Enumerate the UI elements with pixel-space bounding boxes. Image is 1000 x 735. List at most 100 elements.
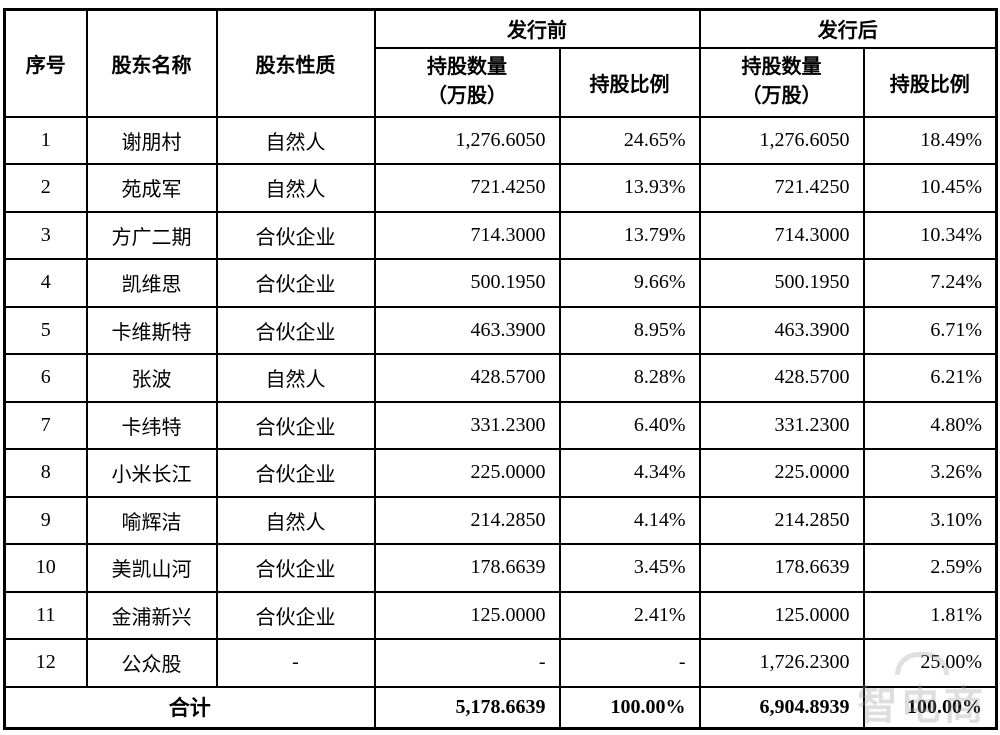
cell-post-ratio: 2.59%	[862, 543, 998, 593]
cell-no: 1	[3, 115, 88, 165]
cell-shareholder-nature: 自然人	[215, 353, 376, 403]
table-row: 5 卡维斯特 合伙企业 463.3900 8.95% 463.3900 6.71…	[3, 305, 998, 355]
cell-pre-shares: -	[373, 638, 561, 688]
cell-shareholder-nature: 合伙企业	[215, 400, 376, 450]
cell-no: 12	[3, 638, 88, 688]
cell-pre-shares: 178.6639	[373, 543, 561, 593]
cell-no: 2	[3, 163, 88, 213]
cell-shareholder-name: 美凯山河	[85, 543, 218, 593]
cell-post-ratio: 4.80%	[862, 400, 998, 450]
total-pre-shares: 5,178.6639	[373, 685, 561, 730]
cell-pre-shares: 714.3000	[373, 210, 561, 260]
cell-shareholder-name: 卡纬特	[85, 400, 218, 450]
cell-pre-ratio: 24.65%	[558, 115, 701, 165]
cell-no: 4	[3, 258, 88, 308]
cell-pre-shares: 721.4250	[373, 163, 561, 213]
cell-post-ratio: 25.00%	[862, 638, 998, 688]
cell-post-shares: 214.2850	[698, 495, 865, 545]
total-label: 合计	[3, 685, 376, 730]
cell-pre-shares: 225.0000	[373, 448, 561, 498]
cell-no: 7	[3, 400, 88, 450]
cell-shareholder-name: 公众股	[85, 638, 218, 688]
header-post-ratio: 持股比例	[862, 46, 998, 118]
cell-shareholder-nature: 合伙企业	[215, 543, 376, 593]
cell-pre-shares: 331.2300	[373, 400, 561, 450]
cell-shareholder-nature: 合伙企业	[215, 258, 376, 308]
table-row: 6 张波 自然人 428.5700 8.28% 428.5700 6.21%	[3, 353, 998, 403]
cell-pre-ratio: 8.95%	[558, 305, 701, 355]
table-row: 1 谢朋村 自然人 1,276.6050 24.65% 1,276.6050 1…	[3, 115, 998, 165]
cell-shareholder-name: 喻辉洁	[85, 495, 218, 545]
cell-pre-shares: 463.3900	[373, 305, 561, 355]
shareholder-structure-table: 序号 股东名称 股东性质 发行前 发行后 持股数量 （万股） 持股比例 持股数量…	[3, 8, 998, 730]
total-row: 合计 5,178.6639 100.00% 6,904.8939 100.00%	[3, 685, 998, 730]
cell-post-ratio: 6.21%	[862, 353, 998, 403]
cell-no: 9	[3, 495, 88, 545]
cell-post-shares: 1,276.6050	[698, 115, 865, 165]
cell-post-shares: 463.3900	[698, 305, 865, 355]
cell-post-shares: 1,726.2300	[698, 638, 865, 688]
cell-pre-ratio: -	[558, 638, 701, 688]
cell-post-shares: 178.6639	[698, 543, 865, 593]
cell-shareholder-nature: 合伙企业	[215, 590, 376, 640]
header-pre-shares: 持股数量 （万股）	[373, 46, 561, 118]
header-no: 序号	[3, 8, 88, 118]
header-post-shares: 持股数量 （万股）	[698, 46, 865, 118]
cell-pre-ratio: 13.79%	[558, 210, 701, 260]
cell-post-ratio: 3.26%	[862, 448, 998, 498]
cell-post-ratio: 18.49%	[862, 115, 998, 165]
cell-post-shares: 125.0000	[698, 590, 865, 640]
table-row: 4 凯维思 合伙企业 500.1950 9.66% 500.1950 7.24%	[3, 258, 998, 308]
header-shareholder-name: 股东名称	[85, 8, 218, 118]
cell-pre-ratio: 9.66%	[558, 258, 701, 308]
cell-shareholder-name: 苑成军	[85, 163, 218, 213]
cell-shareholder-name: 谢朋村	[85, 115, 218, 165]
cell-shareholder-name: 张波	[85, 353, 218, 403]
cell-pre-ratio: 4.34%	[558, 448, 701, 498]
cell-pre-shares: 500.1950	[373, 258, 561, 308]
cell-post-ratio: 3.10%	[862, 495, 998, 545]
total-post-shares: 6,904.8939	[698, 685, 865, 730]
cell-shareholder-nature: 合伙企业	[215, 448, 376, 498]
cell-pre-ratio: 8.28%	[558, 353, 701, 403]
cell-pre-ratio: 6.40%	[558, 400, 701, 450]
cell-post-shares: 714.3000	[698, 210, 865, 260]
cell-no: 10	[3, 543, 88, 593]
cell-post-shares: 721.4250	[698, 163, 865, 213]
cell-no: 6	[3, 353, 88, 403]
total-pre-ratio: 100.00%	[558, 685, 701, 730]
cell-post-shares: 500.1950	[698, 258, 865, 308]
cell-pre-shares: 214.2850	[373, 495, 561, 545]
cell-shareholder-nature: -	[215, 638, 376, 688]
header-group-post-issuance: 发行后	[698, 8, 998, 49]
cell-no: 5	[3, 305, 88, 355]
table-row: 12 公众股 - - - 1,726.2300 25.00%	[3, 638, 998, 688]
cell-shareholder-name: 方广二期	[85, 210, 218, 260]
table-row: 8 小米长江 合伙企业 225.0000 4.34% 225.0000 3.26…	[3, 448, 998, 498]
table-row: 2 苑成军 自然人 721.4250 13.93% 721.4250 10.45…	[3, 163, 998, 213]
cell-shareholder-name: 金浦新兴	[85, 590, 218, 640]
table-row: 7 卡纬特 合伙企业 331.2300 6.40% 331.2300 4.80%	[3, 400, 998, 450]
cell-post-ratio: 1.81%	[862, 590, 998, 640]
cell-pre-shares: 125.0000	[373, 590, 561, 640]
header-shareholder-nature: 股东性质	[215, 8, 376, 118]
header-pre-ratio: 持股比例	[558, 46, 701, 118]
table-row: 9 喻辉洁 自然人 214.2850 4.14% 214.2850 3.10%	[3, 495, 998, 545]
table-row: 11 金浦新兴 合伙企业 125.0000 2.41% 125.0000 1.8…	[3, 590, 998, 640]
cell-pre-ratio: 2.41%	[558, 590, 701, 640]
cell-pre-shares: 428.5700	[373, 353, 561, 403]
cell-pre-ratio: 4.14%	[558, 495, 701, 545]
cell-post-shares: 225.0000	[698, 448, 865, 498]
table-row: 3 方广二期 合伙企业 714.3000 13.79% 714.3000 10.…	[3, 210, 998, 260]
table-row: 10 美凯山河 合伙企业 178.6639 3.45% 178.6639 2.5…	[3, 543, 998, 593]
cell-shareholder-nature: 自然人	[215, 163, 376, 213]
cell-shareholder-name: 卡维斯特	[85, 305, 218, 355]
cell-shareholder-nature: 自然人	[215, 495, 376, 545]
cell-shareholder-nature: 合伙企业	[215, 210, 376, 260]
cell-post-ratio: 6.71%	[862, 305, 998, 355]
cell-no: 11	[3, 590, 88, 640]
cell-shareholder-name: 小米长江	[85, 448, 218, 498]
cell-post-ratio: 7.24%	[862, 258, 998, 308]
cell-post-ratio: 10.45%	[862, 163, 998, 213]
cell-shareholder-nature: 合伙企业	[215, 305, 376, 355]
